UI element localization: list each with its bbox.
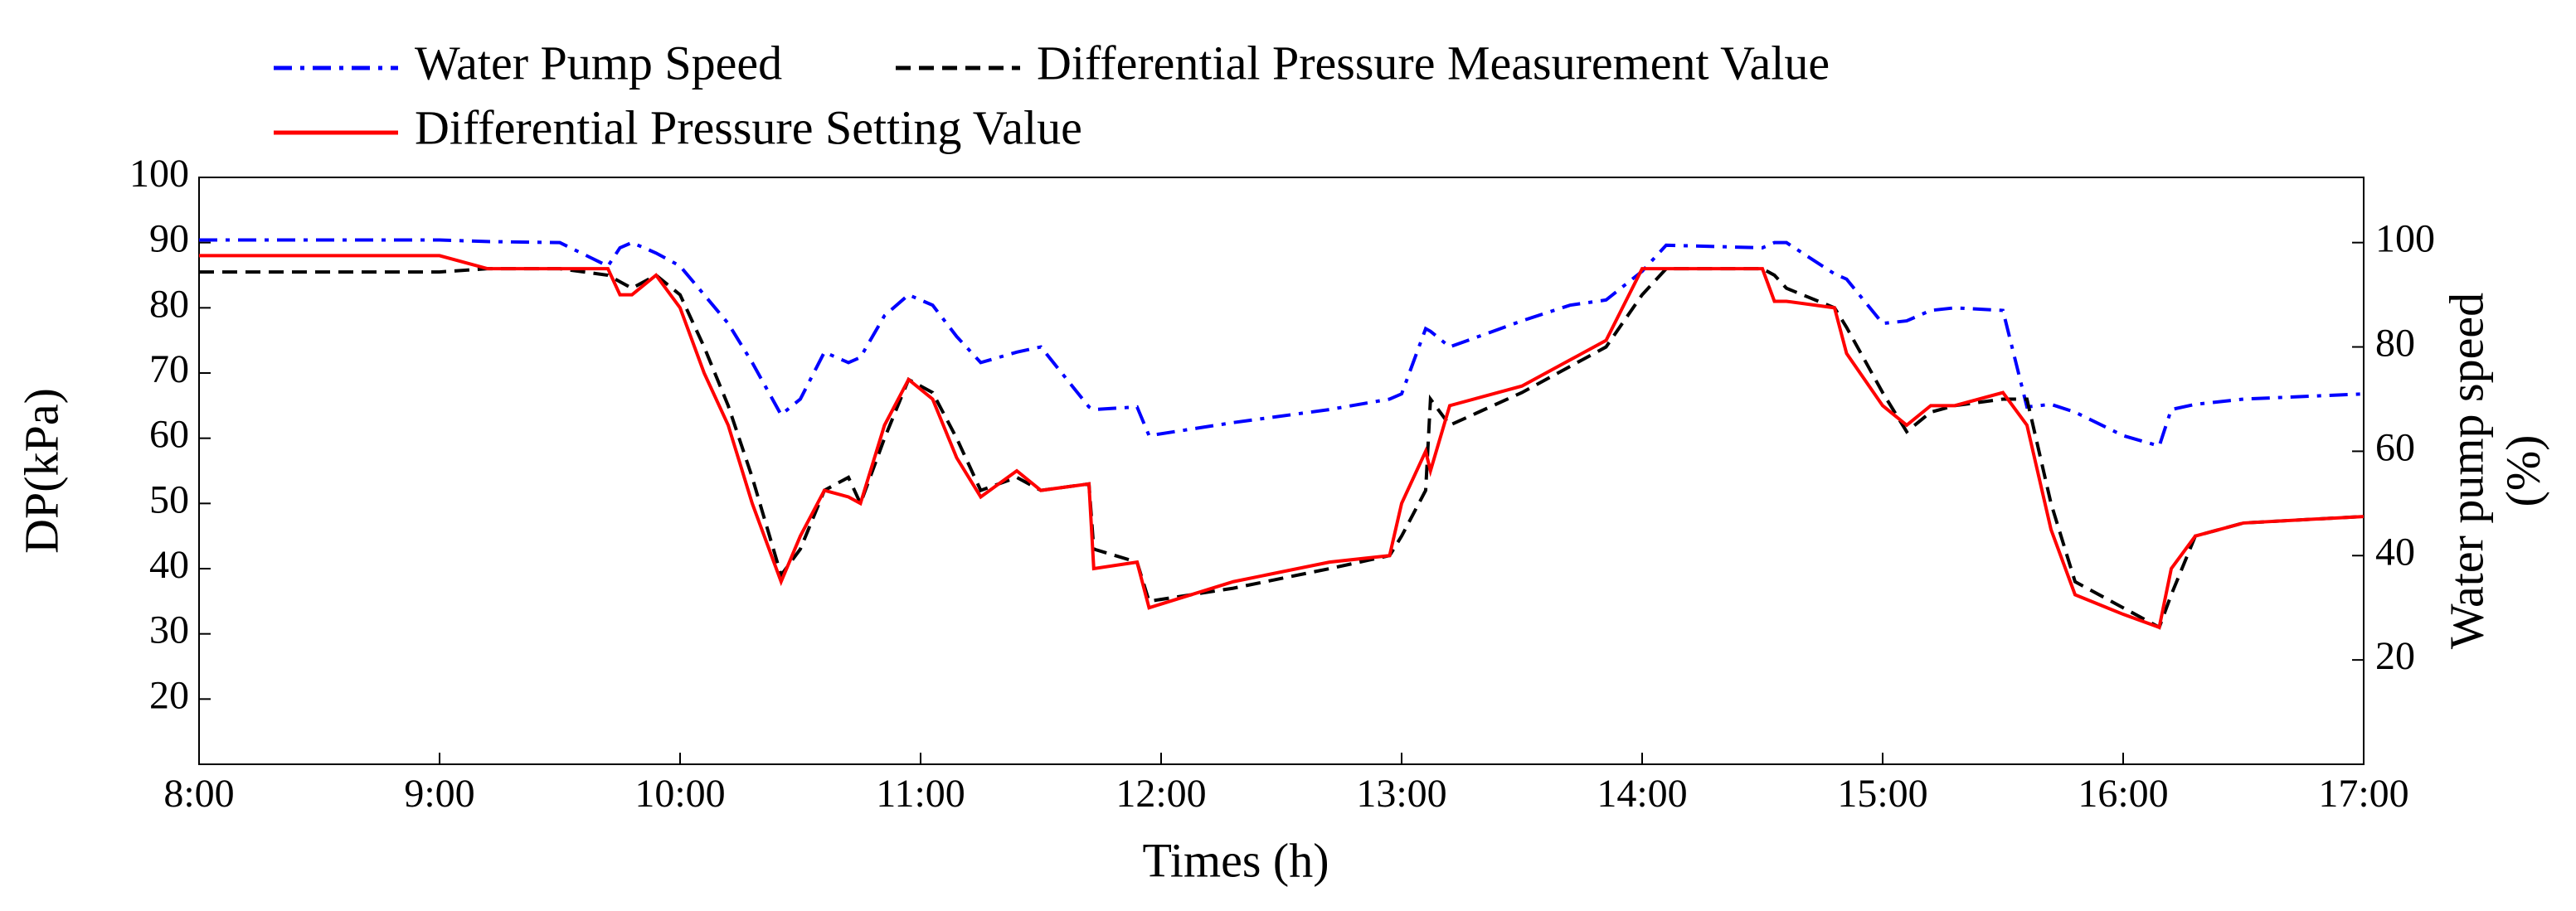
y2-axis-label: Water pump speed xyxy=(2439,293,2493,649)
y-tick-label: 60 xyxy=(149,413,189,457)
x-tick-label: 12:00 xyxy=(1115,772,1206,816)
y2-tick-label: 80 xyxy=(2375,322,2415,366)
y-tick-label: 50 xyxy=(149,477,189,521)
series-line xyxy=(199,238,2365,448)
y2-tick-label: 40 xyxy=(2375,530,2415,574)
y-tick-label: 100 xyxy=(129,152,189,196)
y2-tick-label: 100 xyxy=(2375,217,2435,261)
y-tick-label: 90 xyxy=(149,217,189,261)
x-tick-label: 11:00 xyxy=(876,772,965,816)
x-tick-label: 15:00 xyxy=(1837,772,1927,816)
x-tick-label: 14:00 xyxy=(1597,772,1687,816)
x-tick-label: 17:00 xyxy=(2318,772,2408,816)
x-tick-label: 16:00 xyxy=(2078,772,2168,816)
plot-frame xyxy=(198,177,2365,765)
y2-tick-label: 20 xyxy=(2375,634,2415,678)
y-tick-label: 40 xyxy=(149,543,189,587)
series-line xyxy=(199,254,2365,630)
y-tick-label: 30 xyxy=(149,608,189,652)
y-tick-label: 70 xyxy=(149,347,189,391)
legend-label: Differential Pressure Setting Value xyxy=(415,100,1082,154)
y-axis-label: DP(kPa) xyxy=(14,388,68,554)
y2-axis-label: (%) xyxy=(2496,435,2549,507)
x-tick-label: 10:00 xyxy=(634,772,725,816)
x-tick-label: 8:00 xyxy=(163,772,234,816)
x-axis-label: Times (h) xyxy=(1142,833,1329,887)
legend-label: Differential Pressure Measurement Value xyxy=(1037,36,1830,90)
y2-tick-label: 60 xyxy=(2375,425,2415,469)
y-tick-label: 80 xyxy=(149,282,189,326)
legend-label: Water Pump Speed xyxy=(415,36,782,90)
y-tick-label: 20 xyxy=(149,673,189,717)
x-tick-label: 9:00 xyxy=(404,772,474,816)
x-tick-label: 13:00 xyxy=(1356,772,1446,816)
